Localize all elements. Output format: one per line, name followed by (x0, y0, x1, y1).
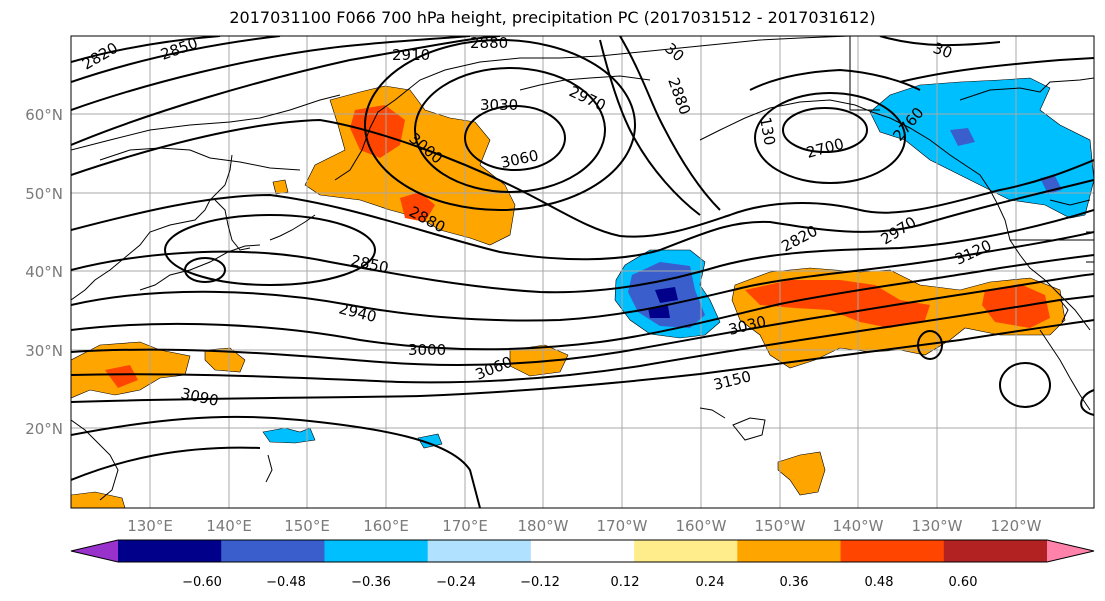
lon-label: 140°W (833, 517, 884, 535)
precip-positive-region (71, 491, 126, 508)
precip-negative-region (648, 306, 670, 318)
page-title: 2017031100 F066 700 hPa height, precipit… (229, 8, 876, 27)
contour-label: 130 (756, 116, 779, 147)
colorbar-segment (221, 540, 325, 562)
precip-negative-region (417, 433, 443, 449)
lat-label: 50°N (25, 185, 63, 203)
colorbar-tick-label: −0.24 (436, 575, 476, 590)
colorbar-segment (943, 540, 1048, 562)
colorbar-tick-label: −0.12 (520, 575, 560, 590)
lat-label: 60°N (25, 106, 63, 124)
latitude-labels: 60°N 50°N 40°N 30°N 20°N (25, 106, 63, 438)
colorbar (70, 539, 1095, 563)
colorbar-segment (427, 540, 532, 562)
lat-label: 30°N (25, 342, 63, 360)
lon-label: 150°W (755, 517, 806, 535)
precip-positive-region (204, 347, 246, 373)
contour-label: 3000 (408, 341, 446, 359)
precip-negative-region (262, 427, 316, 444)
colorbar-tick-label: 0.24 (696, 575, 725, 590)
colorbar-segment (324, 540, 429, 562)
colorbar-tick-label: 0.48 (865, 575, 894, 590)
lon-label: 130°E (127, 517, 173, 535)
colorbar-segment (840, 540, 945, 562)
height-contours (71, 36, 1094, 508)
precip-negative-region (655, 287, 678, 303)
lon-label: 160°E (363, 517, 409, 535)
lon-label: 170°E (442, 517, 488, 535)
precip-positive-region (509, 344, 569, 377)
lon-label: 130°W (912, 517, 963, 535)
colorbar-segment (118, 540, 222, 562)
colorbar-segment (530, 540, 635, 562)
colorbar-tick-label: −0.60 (182, 575, 222, 590)
lon-label: 150°E (284, 517, 330, 535)
contour-label: 3030 (480, 96, 518, 114)
precip-positive-region (272, 179, 289, 195)
precip-positive-region (400, 192, 435, 222)
precip-positive-region (105, 365, 138, 388)
lat-label: 40°N (25, 263, 63, 281)
colorbar-outline (70, 539, 1095, 563)
contour-label: 2880 (470, 34, 508, 52)
lat-label: 20°N (25, 420, 63, 438)
colorbar-segment (737, 540, 842, 562)
graticule (71, 36, 1094, 508)
colorbar-segment (634, 540, 738, 562)
lon-label: 180°W (518, 517, 569, 535)
colorbar-tick-label: 0.12 (611, 575, 640, 590)
precip-negative-region (869, 77, 1094, 219)
colorbar-tick-label: 0.60 (949, 575, 978, 590)
lon-label: 140°E (206, 517, 252, 535)
precip-positive-region (777, 451, 826, 496)
contour-label: 30 (931, 39, 955, 62)
longitude-labels: 130°E 140°E 150°E 160°E 170°E 180°W 170°… (127, 517, 1041, 535)
lon-label: 160°W (676, 517, 727, 535)
colorbar-segment (71, 540, 118, 562)
map-frame (70, 35, 1095, 509)
colorbar-labels: −0.60 −0.48 −0.36 −0.24 −0.12 0.12 0.24 … (182, 575, 977, 590)
precipitation-shading (71, 77, 1094, 508)
colorbar-tick-label: −0.48 (266, 575, 306, 590)
colorbar-tick-label: −0.36 (351, 575, 391, 590)
precip-negative-region (950, 128, 975, 146)
lon-label: 170°W (597, 517, 648, 535)
contour-label: 2910 (392, 46, 430, 64)
lon-label: 120°W (991, 517, 1042, 535)
colorbar-segment (1047, 540, 1094, 562)
precip-positive-region (745, 280, 930, 328)
colorbar-tick-label: 0.36 (780, 575, 809, 590)
